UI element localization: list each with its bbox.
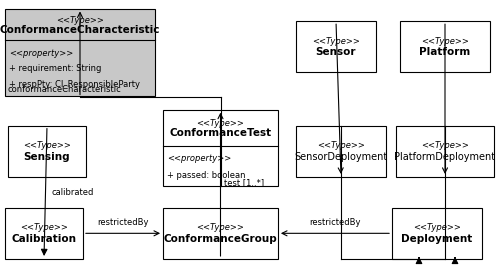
Text: SensorDeployment: SensorDeployment (294, 152, 388, 161)
Text: <<Type>>: <<Type>> (421, 142, 469, 150)
Text: <<Type>>: <<Type>> (196, 119, 244, 128)
Text: <<Type>>: <<Type>> (20, 224, 68, 232)
Text: + respPty: CI_ResponsibleParty: + respPty: CI_ResponsibleParty (9, 80, 140, 89)
Bar (163, 110, 278, 186)
Bar (5, 208, 83, 259)
Text: <<property>>: <<property>> (167, 154, 231, 163)
Text: <<property>>: <<property>> (9, 49, 73, 58)
Text: restrictedBy: restrictedBy (97, 218, 149, 227)
Bar (5, 9, 155, 96)
Text: <<Type>>: <<Type>> (23, 142, 71, 150)
Text: <<Type>>: <<Type>> (421, 37, 469, 46)
Text: PlatformDeployment: PlatformDeployment (394, 152, 496, 161)
Text: Sensing: Sensing (24, 152, 70, 161)
Bar (392, 208, 482, 259)
Text: <<Type>>: <<Type>> (196, 224, 244, 232)
Text: calibrated: calibrated (51, 188, 94, 197)
Text: conformanceCharacteristic: conformanceCharacteristic (7, 85, 121, 94)
Text: <<Type>>: <<Type>> (317, 142, 365, 150)
Text: Platform: Platform (420, 47, 470, 57)
Bar (400, 21, 490, 73)
Text: test [1..*]: test [1..*] (224, 178, 264, 187)
Text: <<Type>>: <<Type>> (312, 37, 360, 46)
Bar (296, 126, 386, 177)
Text: Calibration: Calibration (12, 234, 76, 244)
Text: <<Type>>: <<Type>> (56, 16, 104, 25)
Text: + passed: boolean: + passed: boolean (167, 171, 246, 179)
Text: Sensor: Sensor (316, 47, 356, 57)
Bar (163, 208, 278, 259)
Text: restrictedBy: restrictedBy (309, 218, 361, 227)
Bar (396, 126, 494, 177)
Text: ConformanceTest: ConformanceTest (170, 128, 272, 138)
Bar (8, 126, 86, 177)
Text: Deployment: Deployment (402, 234, 472, 244)
Text: <<Type>>: <<Type>> (413, 224, 461, 232)
Text: ConformanceGroup: ConformanceGroup (164, 234, 278, 244)
Bar (296, 21, 376, 73)
Text: + requirement: String: + requirement: String (9, 65, 102, 73)
Text: ConformanceCharacteristic: ConformanceCharacteristic (0, 25, 160, 35)
